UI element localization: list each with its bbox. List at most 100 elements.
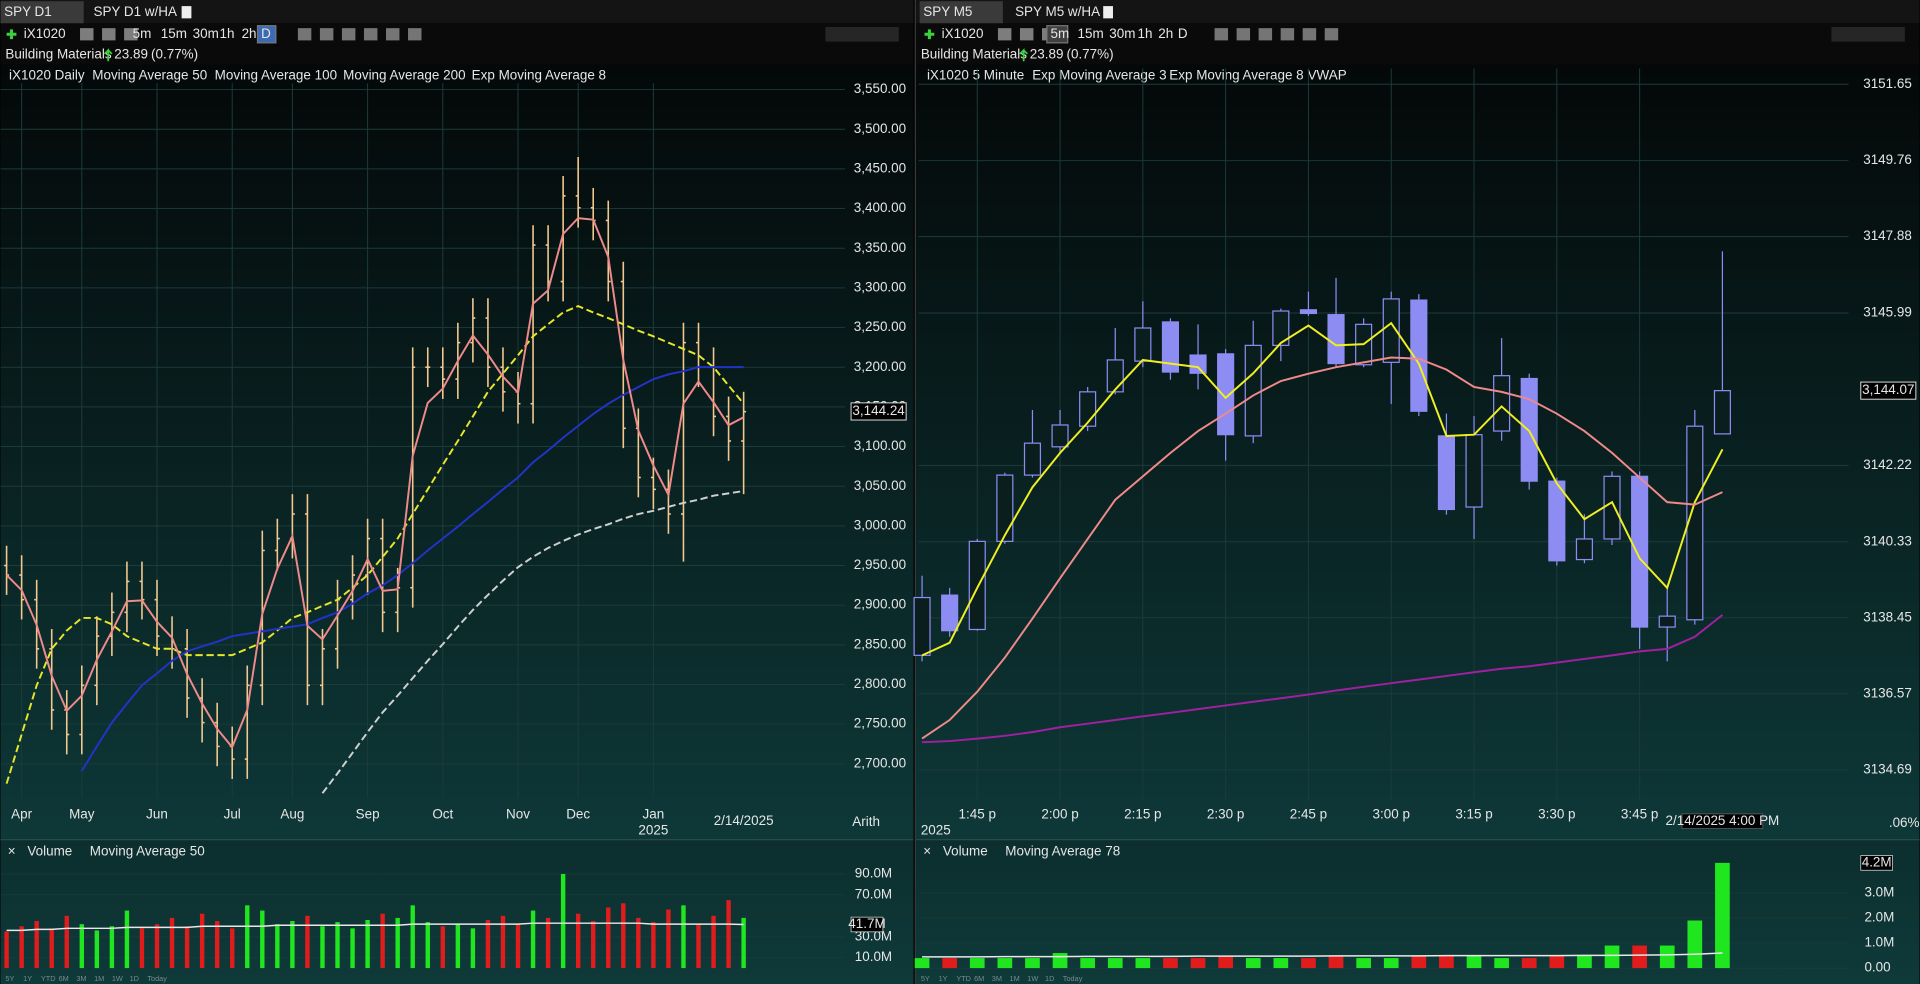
- tool-icon[interactable]: [124, 28, 138, 41]
- volume-title[interactable]: Volume: [943, 843, 988, 858]
- tool-icon[interactable]: [997, 28, 1012, 41]
- study-label[interactable]: Exp Moving Average 8: [472, 67, 606, 82]
- tool-icon[interactable]: [1236, 28, 1251, 41]
- range-button[interactable]: 6M: [974, 974, 984, 983]
- volume-bar: [94, 930, 100, 969]
- tool-icon[interactable]: [1324, 28, 1339, 41]
- volume-bar: [651, 922, 656, 969]
- volume-close[interactable]: ×: [923, 843, 931, 858]
- range-button[interactable]: YTD: [41, 974, 56, 983]
- range-button[interactable]: 1Y: [939, 974, 948, 983]
- timeframe[interactable]: D: [261, 26, 271, 41]
- timeframe[interactable]: 15m: [1077, 26, 1103, 41]
- volume-bar: [425, 922, 430, 969]
- symbol[interactable]: iX1020: [24, 26, 66, 41]
- volume-bar: [1328, 955, 1344, 969]
- timeframe[interactable]: 30m: [193, 26, 219, 41]
- tool-icon[interactable]: [408, 28, 422, 41]
- range-button[interactable]: 1W: [1027, 974, 1038, 983]
- x-tick-label: 3:15 p: [1455, 807, 1492, 822]
- timeframe[interactable]: 5m: [133, 26, 152, 41]
- tool-icon[interactable]: [297, 28, 312, 41]
- timeframe[interactable]: D: [1178, 26, 1188, 41]
- tool-icon[interactable]: [319, 28, 334, 41]
- study-label[interactable]: iX1020 5 Minute: [927, 67, 1024, 82]
- indicator-line: [80, 366, 744, 772]
- volume-study[interactable]: Moving Average 78: [1005, 843, 1120, 858]
- range-button[interactable]: 1D: [1045, 974, 1054, 983]
- volume-bar: [455, 924, 461, 969]
- volume-bar: [260, 910, 265, 969]
- candle-body: [1189, 354, 1207, 374]
- range-button[interactable]: 5Y: [5, 974, 14, 983]
- timeframe[interactable]: 1h: [220, 26, 235, 41]
- timeframe[interactable]: 2h: [242, 26, 257, 41]
- study-label[interactable]: Moving Average 200: [343, 67, 465, 82]
- range-button[interactable]: 1W: [112, 974, 123, 983]
- timeframe[interactable]: 2h: [1158, 26, 1173, 41]
- tab[interactable]: SPY M5: [923, 4, 972, 19]
- tab-icon[interactable]: [1103, 6, 1113, 19]
- range-button[interactable]: Today: [147, 974, 167, 983]
- volume-tick-label: 90.0M: [855, 866, 892, 881]
- tool-icon[interactable]: [363, 28, 378, 41]
- volume-close[interactable]: ×: [8, 843, 16, 858]
- range-button[interactable]: 1M: [1010, 974, 1020, 983]
- timeframe[interactable]: 5m: [1051, 26, 1070, 41]
- study-label[interactable]: VWAP: [1308, 67, 1347, 82]
- tool-icon[interactable]: [1214, 28, 1229, 41]
- tool-icon[interactable]: [1019, 28, 1034, 41]
- tool-icon[interactable]: [1258, 28, 1273, 41]
- range-button[interactable]: 6M: [59, 974, 69, 983]
- volume-title[interactable]: Volume: [27, 843, 72, 858]
- tool-icon-right[interactable]: [825, 26, 899, 42]
- range-button[interactable]: YTD: [956, 974, 971, 983]
- volume-bar: [666, 909, 671, 969]
- candle-body: [1272, 310, 1290, 346]
- symbol[interactable]: iX1020: [942, 26, 984, 41]
- volume-bar: [1107, 958, 1123, 969]
- timeframe[interactable]: 15m: [161, 26, 187, 41]
- tab[interactable]: SPY D1: [4, 4, 52, 19]
- y-tick-label: 3145.99: [1863, 305, 1912, 320]
- volume-bar: [1659, 945, 1675, 969]
- timeframe[interactable]: 1h: [1137, 26, 1152, 41]
- volume-bar: [34, 921, 39, 969]
- range-button[interactable]: 1D: [130, 974, 139, 983]
- range-button[interactable]: 5Y: [921, 974, 930, 983]
- range-button[interactable]: Today: [1063, 974, 1083, 983]
- study-label[interactable]: Moving Average 100: [215, 67, 337, 82]
- y-tick-label: 2,800.00: [854, 676, 906, 691]
- y-tick-label: 2,850.00: [854, 636, 906, 651]
- tab[interactable]: SPY M5 w/HA: [1015, 4, 1100, 19]
- range-button[interactable]: 1Y: [23, 974, 32, 983]
- range-button[interactable]: 1M: [94, 974, 104, 983]
- tab[interactable]: SPY D1 w/HA: [93, 4, 177, 19]
- divider: [914, 0, 917, 984]
- tool-icon[interactable]: [1280, 28, 1295, 41]
- tool-icon[interactable]: [386, 28, 400, 41]
- volume-study[interactable]: Moving Average 50: [90, 843, 205, 858]
- study-label[interactable]: Exp Moving Average 8: [1169, 67, 1303, 82]
- info-bar: [0, 45, 914, 65]
- range-button[interactable]: 3M: [992, 974, 1002, 983]
- volume-bar: [1466, 955, 1482, 969]
- study-label[interactable]: Moving Average 50: [92, 67, 207, 82]
- tool-icon[interactable]: [102, 28, 116, 41]
- volume-bar: [1135, 958, 1151, 969]
- tab-icon[interactable]: [181, 6, 192, 19]
- study-label[interactable]: iX1020 Daily: [9, 67, 85, 82]
- candle-body: [1713, 390, 1731, 435]
- candle-body: [1437, 435, 1455, 511]
- volume-bar: [997, 958, 1013, 969]
- scale-mode[interactable]: Arith: [852, 814, 880, 829]
- study-label[interactable]: Exp Moving Average 3: [1032, 67, 1166, 82]
- volume-ma-line: [6, 922, 744, 932]
- range-button[interactable]: 3M: [76, 974, 86, 983]
- tool-icon[interactable]: [1302, 28, 1317, 41]
- timeframe[interactable]: 30m: [1109, 26, 1135, 41]
- tool-icon-right[interactable]: [1831, 26, 1905, 42]
- tool-icon[interactable]: [80, 28, 94, 41]
- tool-icon[interactable]: [341, 28, 356, 41]
- date-label: 2/14/2025 4:00 PM: [1666, 813, 1780, 828]
